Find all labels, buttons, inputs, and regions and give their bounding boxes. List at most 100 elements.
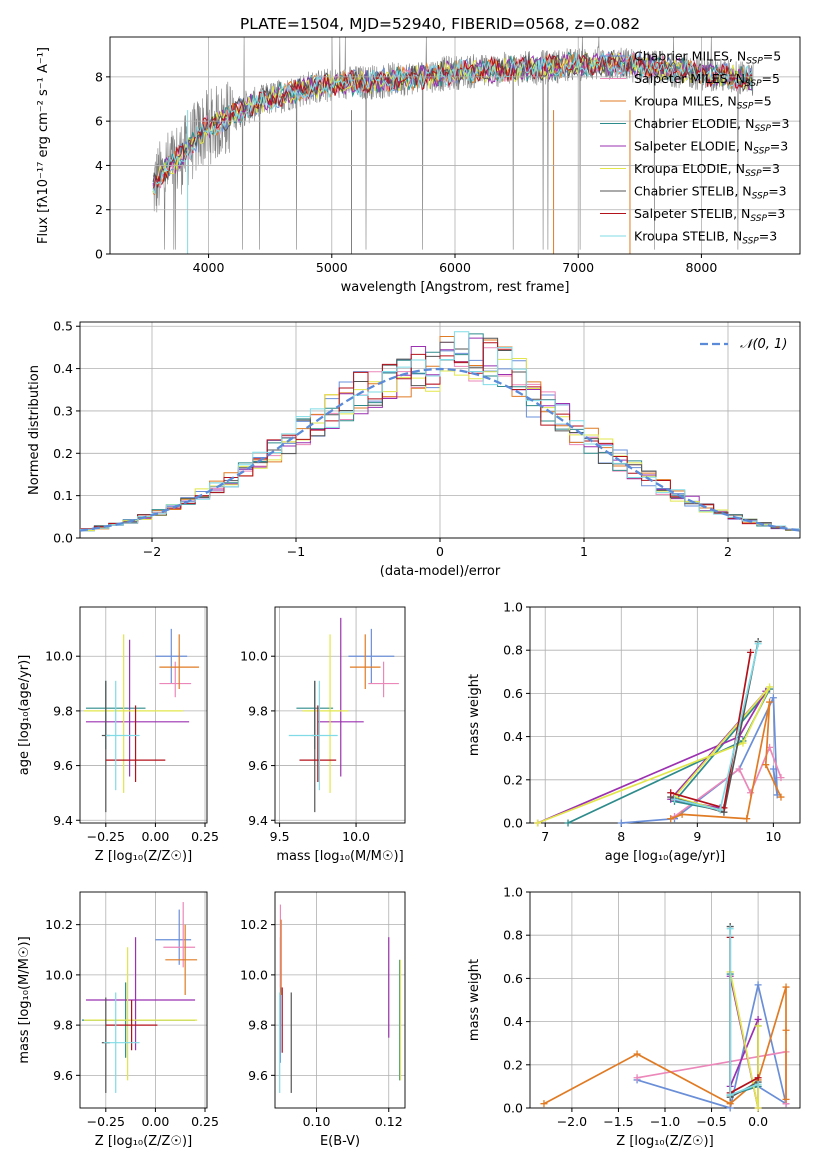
legend-tail: =5 (762, 71, 780, 86)
y-tick-label: 0.0 (53, 531, 73, 546)
legend-subscript: SSP (745, 79, 762, 89)
age_vs_mass-frame (274, 606, 406, 824)
y-tick-label: 9.6 (248, 758, 268, 773)
y-tick-label: 10.0 (240, 649, 268, 664)
x-tick-label: 6000 (439, 260, 471, 275)
mass_vs_ebv-frame (274, 891, 406, 1109)
y-tick-label: 9.6 (53, 758, 73, 773)
y-tick-label: 1.0 (503, 600, 523, 615)
spectrum-axes (106, 37, 800, 258)
y-tick-label: 9.4 (248, 813, 268, 828)
y-tick-label: 10.2 (45, 917, 73, 932)
weight-point-marker (720, 804, 728, 812)
legend-tail: =3 (770, 139, 788, 154)
y-tick-label: 0.1 (53, 488, 73, 503)
y-tick-label: 0 (95, 247, 103, 262)
y-tick-label: 0.0 (503, 1101, 523, 1116)
figure-title: PLATE=1504, MJD=52940, FIBERID=0568, z=0… (240, 15, 640, 33)
y-tick-label: 0.4 (503, 1014, 523, 1029)
weight-point-marker (754, 640, 762, 648)
legend-label: Kroupa STELIB, NSSP=3 (634, 229, 777, 247)
x-axis-label: mass [log₁₀(M/M☉)] (276, 849, 403, 864)
x-tick-label: 7 (541, 829, 549, 844)
weight-point-marker (534, 819, 542, 827)
x-tick-label: 0.12 (375, 1114, 403, 1129)
y-tick-label: 9.6 (53, 1068, 73, 1083)
x-axis-label: Z [log₁₀(Z/Z☉)] (616, 1134, 713, 1149)
legend-subscript: SSP (746, 57, 763, 67)
x-tick-label: 0 (436, 544, 444, 559)
y-tick-label: 0.4 (53, 361, 73, 376)
weight-point-marker (782, 1095, 790, 1103)
x-tick-label: 0.00 (141, 1114, 169, 1129)
legend-label: Kroupa ELODIE, NSSP=3 (634, 161, 780, 179)
legend-subscript: SSP (737, 102, 754, 112)
weight-point-marker (754, 1080, 762, 1088)
y-tick-label: 9.8 (248, 703, 268, 718)
weight-point-marker (769, 694, 777, 702)
age_vs_Z-axes (76, 607, 207, 827)
weight-point-marker (726, 925, 734, 933)
histogram-step-line (80, 337, 800, 531)
y-axis-label: mass weight (467, 674, 482, 756)
y-tick-label: 0.8 (503, 643, 523, 658)
weight-point-marker (754, 1104, 762, 1112)
y-tick-label: 0.6 (503, 971, 523, 986)
y-tick-label: 10.0 (240, 967, 268, 982)
weight-point-marker (782, 1026, 790, 1034)
weight-series-line (670, 701, 782, 820)
weight-point-marker (777, 793, 785, 801)
weight-point-marker (754, 1015, 762, 1023)
x-tick-label: 5000 (316, 260, 348, 275)
x-tick-label: 8 (617, 829, 625, 844)
histogram-step-line (80, 331, 800, 530)
x-tick-label: −1 (287, 544, 305, 559)
weight-point-marker (671, 795, 679, 803)
legend-tail: =5 (763, 49, 781, 64)
y-tick-label: 10.2 (240, 917, 268, 932)
y-axis-label: Flux [fλ10⁻¹⁷ erg cm⁻² s⁻¹ A⁻¹] (36, 47, 51, 244)
x-tick-label: 0.25 (191, 1114, 219, 1129)
y-tick-label: 9.4 (53, 813, 73, 828)
x-tick-label: −2 (143, 544, 161, 559)
x-tick-label: 1 (580, 544, 588, 559)
x-tick-label: 9.5 (270, 829, 290, 844)
y-tick-label: 0.3 (53, 403, 73, 418)
legend-tail: =3 (759, 229, 777, 244)
weight-point-marker (754, 1022, 762, 1030)
weight-point-marker (564, 819, 572, 827)
legend-subscript: SSP (754, 124, 771, 134)
x-tick-label: 0.00 (141, 829, 169, 844)
weight-point-marker (754, 981, 762, 989)
y-tick-label: 9.8 (53, 703, 73, 718)
legend-label: 𝒩(0, 1) (740, 337, 787, 352)
weight_vs_Z-frame (529, 891, 801, 1109)
y-tick-label: 0.8 (503, 928, 523, 943)
x-tick-label: −1.0 (650, 1114, 680, 1129)
weight-point-marker (766, 698, 774, 706)
legend-subscript: SSP (750, 214, 767, 224)
weight-point-marker (747, 648, 755, 656)
residual_hist-frame (79, 321, 801, 539)
x-tick-label: 4000 (193, 260, 225, 275)
weight-point-marker (633, 1074, 641, 1082)
y-tick-label: 0.0 (503, 816, 523, 831)
x-tick-label: −0.5 (696, 1114, 726, 1129)
y-tick-label: 0.5 (53, 319, 73, 334)
x-axis-label: E(B-V) (320, 1134, 360, 1149)
x-tick-label: 0.10 (303, 1114, 331, 1129)
weight-point-marker (617, 819, 625, 827)
y-tick-label: 9.8 (53, 1018, 73, 1033)
weight-point-marker (782, 983, 790, 991)
y-tick-label: 4 (95, 158, 103, 173)
spectrum-model-line (152, 52, 753, 193)
legend-label: Chabrier ELODIE, NSSP=3 (634, 116, 789, 134)
y-axis-label: mass [log₁₀(M/M☉)] (17, 936, 32, 1063)
x-axis-label: Z [log₁₀(Z/Z☉)] (95, 1134, 192, 1149)
y-tick-label: 0.2 (53, 446, 73, 461)
weight-series-line (729, 928, 759, 1097)
spectrum-model-line (152, 52, 753, 194)
y-tick-label: 10.0 (45, 967, 73, 982)
x-tick-label: 10 (765, 829, 781, 844)
spectrum-model-line (152, 52, 753, 190)
